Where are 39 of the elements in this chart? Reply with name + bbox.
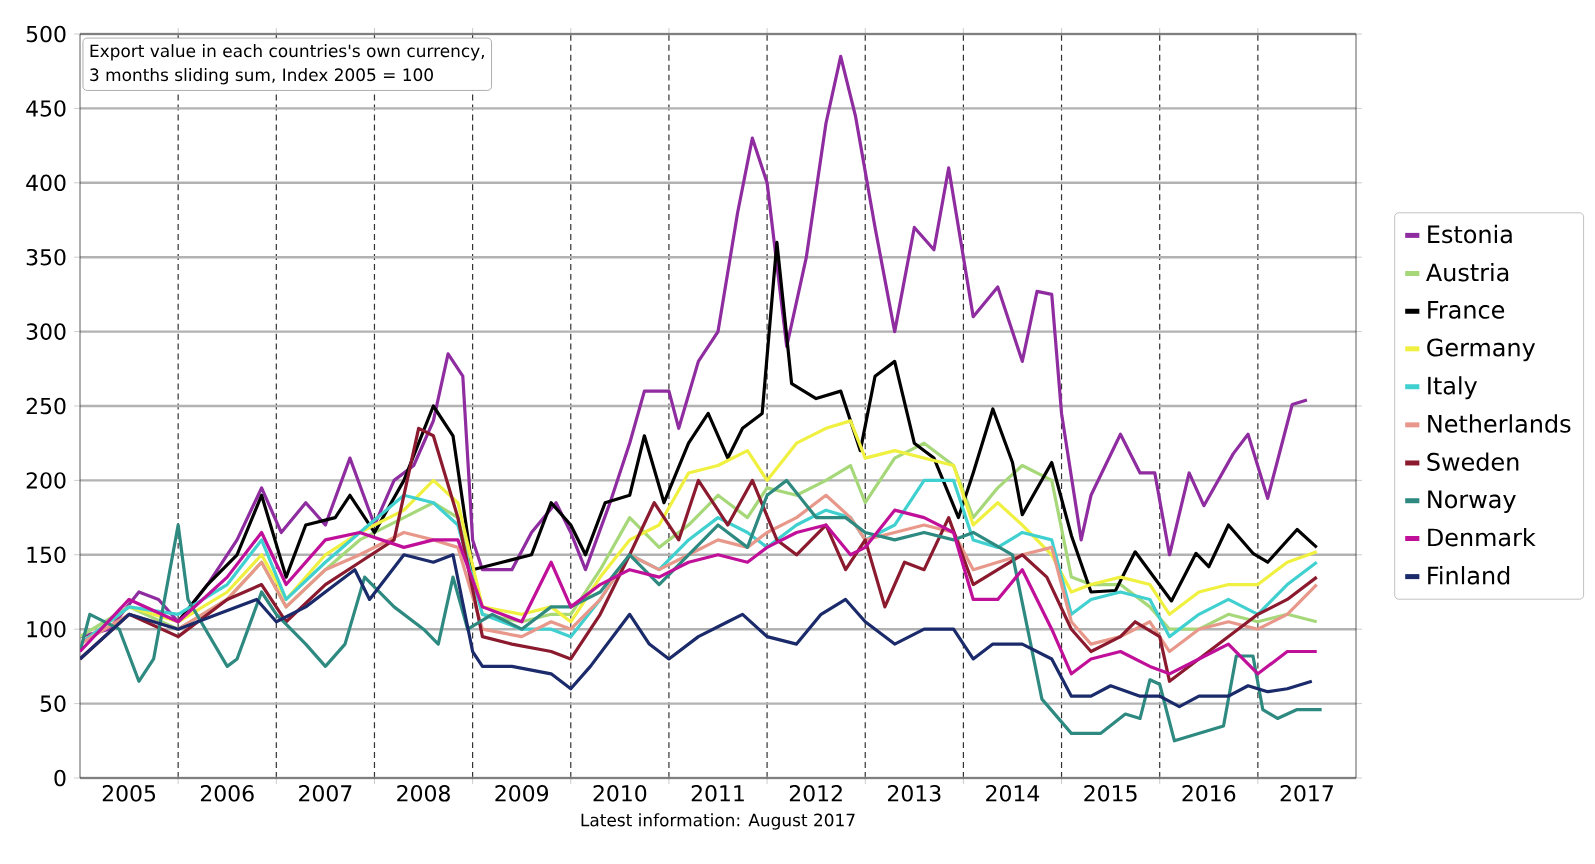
y-tick-label: 200 — [26, 472, 66, 489]
x-tick-label: 2014 — [986, 785, 1040, 802]
legend-label: Denmark — [1428, 527, 1536, 547]
x-axis-title: Latest information: August 2017 — [581, 813, 855, 830]
x-tick-label: 2012 — [789, 785, 842, 802]
y-tick-label: 400 — [26, 174, 66, 192]
y-tick-label: 250 — [26, 397, 66, 415]
legend-label: Estonia — [1428, 224, 1512, 244]
x-tick-label: 2010 — [593, 785, 647, 802]
y-tick-label: 300 — [26, 323, 66, 340]
x-tick-label: 2009 — [495, 785, 549, 802]
y-tick-label: 150 — [27, 546, 66, 564]
legend-label: Italy — [1428, 376, 1478, 400]
legend-label: France — [1428, 301, 1505, 319]
x-tick-label: 2008 — [397, 785, 450, 802]
y-tick-label: 500 — [26, 25, 66, 43]
y-tick-label: 350 — [26, 248, 66, 266]
legend-label: Netherlands — [1428, 414, 1571, 433]
annotation: Export value in each countries's own currency, — [90, 44, 484, 61]
legend-label: Finland — [1428, 566, 1510, 585]
y-tick-label: 100 — [27, 620, 66, 638]
line-series — [80, 508, 1319, 676]
x-tick-label: 2011 — [691, 785, 744, 802]
x-tick-label: 2005 — [102, 785, 156, 802]
line-series — [80, 553, 1314, 709]
y-tick-label: 50 — [40, 695, 66, 712]
legend-label: Austria — [1426, 262, 1509, 282]
legend-label: Sweden — [1427, 452, 1519, 471]
x-tick-label: 2017 — [1280, 785, 1333, 802]
y-tick-label: 450 — [26, 100, 66, 117]
x-tick-label: 2007 — [299, 785, 352, 802]
x-tick-label: 2013 — [888, 785, 941, 802]
legend-label: Germany — [1427, 338, 1536, 362]
legend-label: Norway — [1428, 490, 1516, 513]
annotation: 3 months sliding sum, Index 2005 = 100 — [90, 68, 433, 85]
x-tick-label: 2015 — [1084, 785, 1137, 802]
y-tick-label: 0 — [54, 769, 66, 787]
x-tick-label: 2006 — [200, 785, 254, 802]
x-tick-label: 2016 — [1182, 785, 1236, 802]
